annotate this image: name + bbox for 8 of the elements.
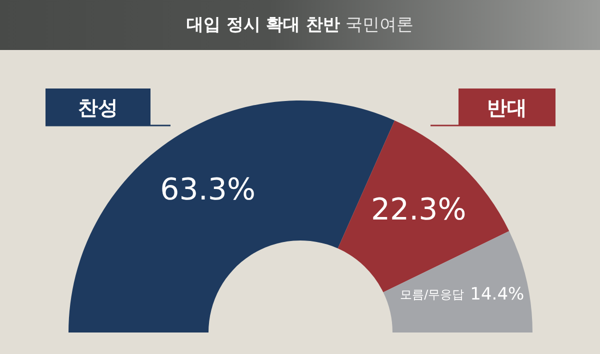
data-label: 63.3% <box>160 172 256 208</box>
slice-label: 찬성 <box>78 96 118 120</box>
data-label: 22.3% <box>370 192 466 228</box>
slice-label: 모름/무응답 <box>400 287 464 302</box>
chart-subtitle: 국민여론 <box>346 15 414 35</box>
chart-title: 대입 정시 확대 찬반 <box>186 15 340 35</box>
data-label: 14.4% <box>470 284 524 304</box>
slice-label: 반대 <box>487 96 527 120</box>
